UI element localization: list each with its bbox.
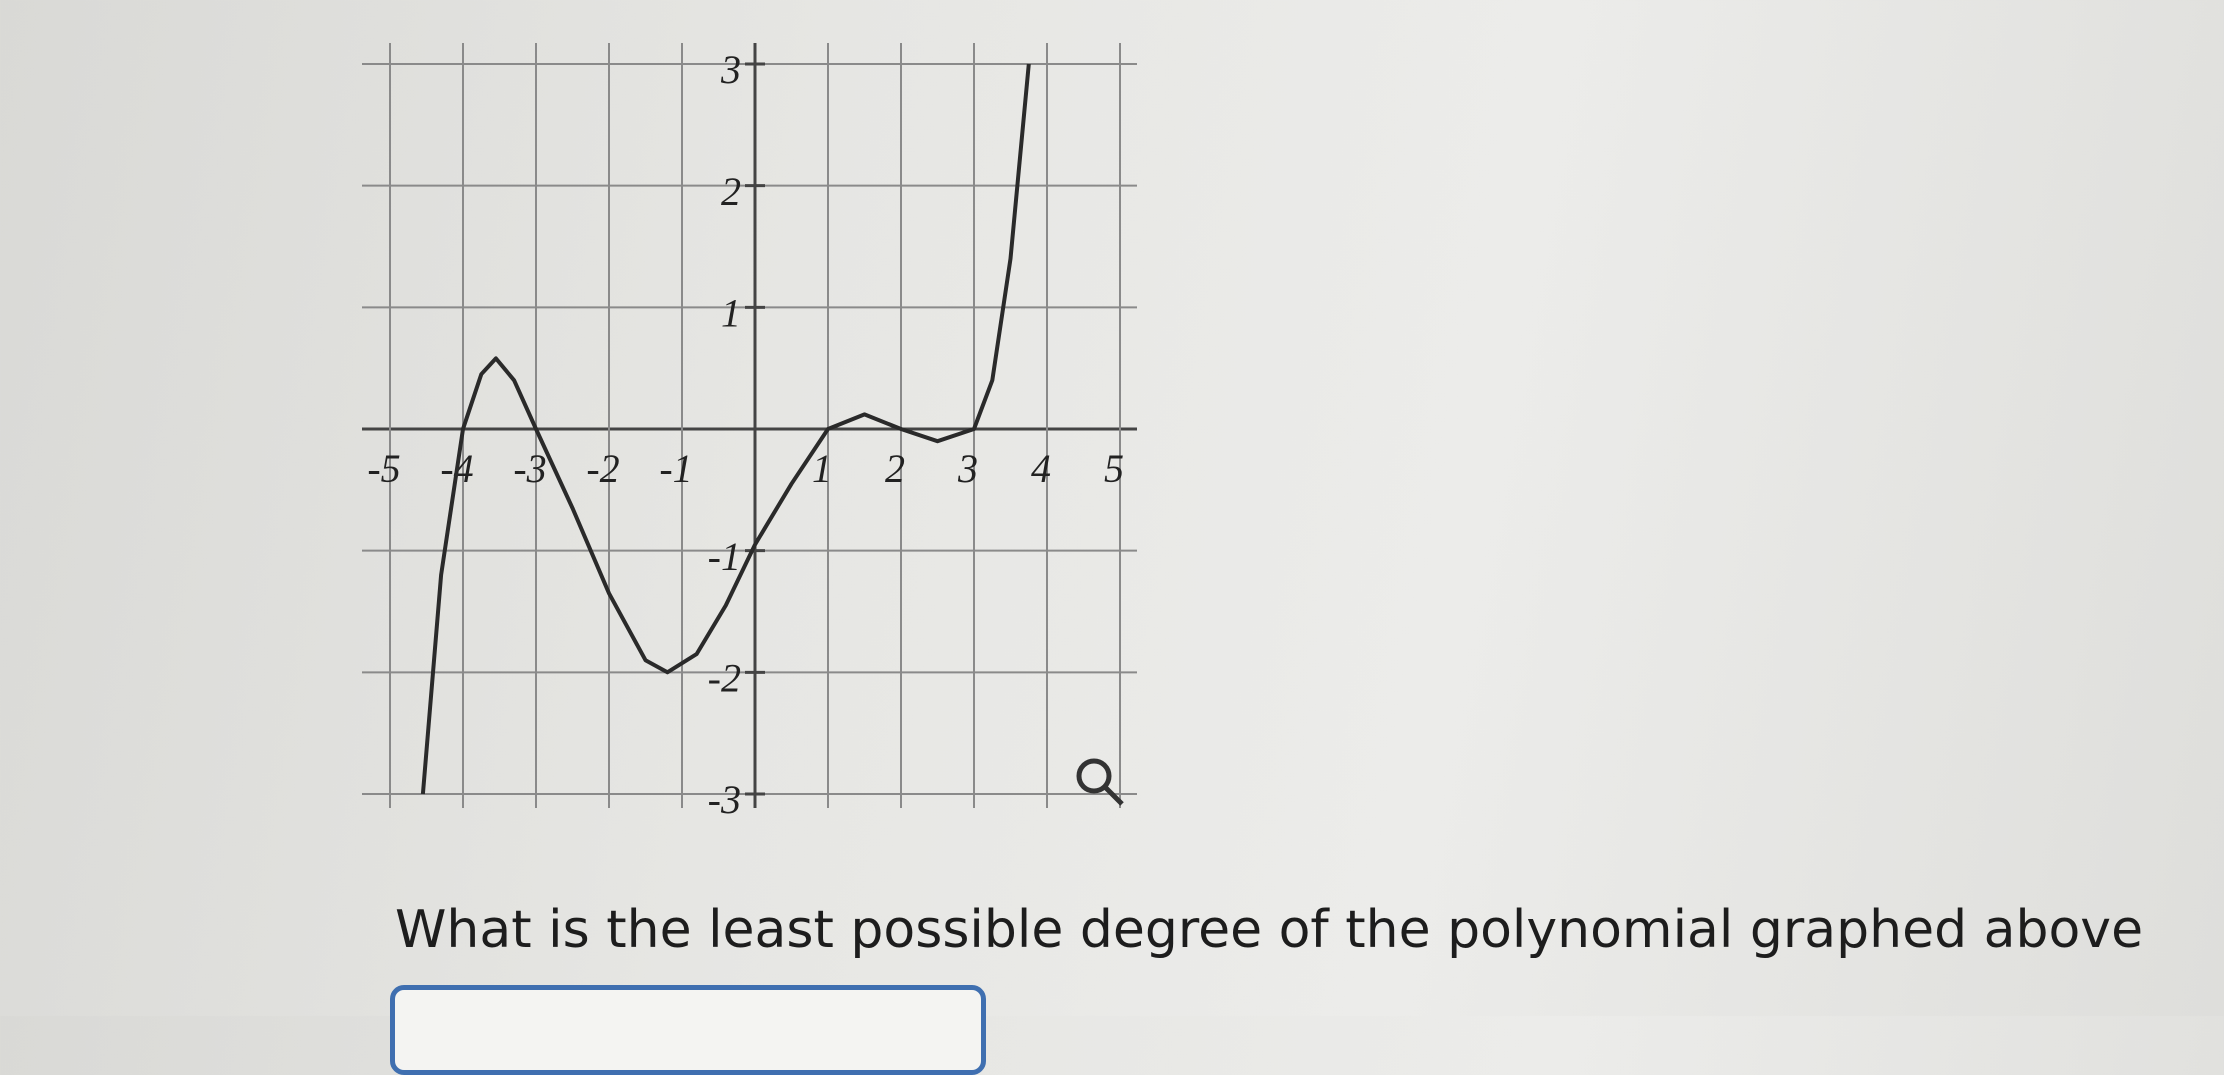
x-tick-label: 4 — [1031, 446, 1051, 491]
y-tick-label: 2 — [721, 169, 741, 214]
answer-input[interactable] — [390, 985, 986, 1075]
y-tick-label: 3 — [720, 47, 741, 92]
x-tick-label: -3 — [513, 446, 546, 491]
x-tick-label: -5 — [367, 446, 400, 491]
y-tick-label: -3 — [708, 777, 741, 822]
x-tick-label: 3 — [957, 446, 978, 491]
y-tick-label: -2 — [708, 656, 741, 701]
curve — [420, 63, 1031, 795]
question-text: What is the least possible degree of the… — [395, 900, 2144, 960]
x-tick-label: 1 — [812, 446, 832, 491]
x-tick-label: 2 — [885, 446, 905, 491]
x-tick-label: -2 — [586, 446, 619, 491]
x-tick-label: 5 — [1104, 446, 1124, 491]
plot — [420, 63, 1031, 795]
x-tick-label: -1 — [659, 446, 692, 491]
search-icon — [1076, 758, 1124, 806]
y-tick-label: 1 — [721, 291, 741, 336]
y-tick-label: -1 — [708, 534, 741, 579]
